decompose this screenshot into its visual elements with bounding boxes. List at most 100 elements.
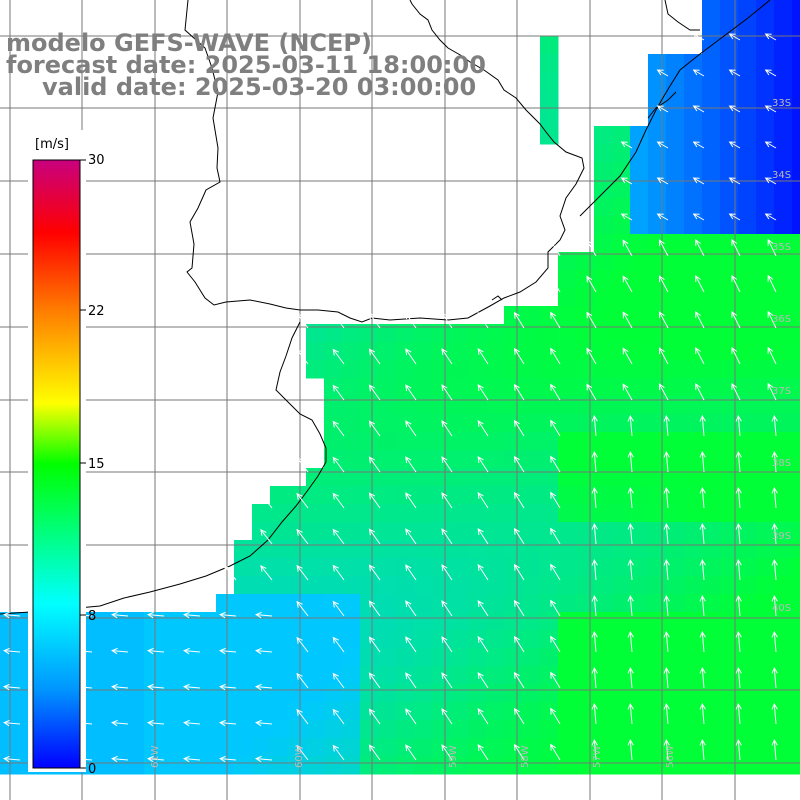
wind-speed-cell bbox=[414, 342, 433, 361]
wind-speed-cell bbox=[468, 756, 487, 775]
wind-speed-cell bbox=[522, 558, 541, 577]
wind-speed-cell bbox=[720, 450, 739, 469]
wind-speed-cell bbox=[738, 414, 757, 433]
wind-speed-cell bbox=[774, 360, 793, 379]
wind-speed-cell bbox=[432, 522, 451, 541]
wind-speed-cell bbox=[90, 684, 109, 703]
wind-speed-cell bbox=[432, 468, 451, 487]
wind-speed-cell bbox=[216, 684, 235, 703]
wind-arrow bbox=[441, 564, 453, 581]
wind-speed-cell bbox=[612, 252, 631, 271]
wind-speed-cell bbox=[720, 432, 739, 451]
wind-speed-cell bbox=[252, 594, 271, 613]
wind-speed-cell bbox=[450, 756, 469, 775]
wind-speed-cell bbox=[252, 504, 271, 523]
wind-speed-cell bbox=[774, 414, 793, 433]
wind-speed-cell bbox=[504, 558, 523, 577]
wind-speed-cell bbox=[792, 0, 800, 19]
wind-speed-cell bbox=[576, 450, 595, 469]
wind-arrow bbox=[622, 311, 633, 329]
wind-speed-cell bbox=[594, 738, 613, 757]
wind-speed-cell bbox=[738, 396, 757, 415]
wind-speed-cell bbox=[756, 36, 775, 55]
wind-speed-cell bbox=[144, 612, 163, 631]
wind-speed-cell bbox=[432, 486, 451, 505]
wind-arrow bbox=[591, 451, 598, 473]
wind-speed-cell bbox=[342, 594, 361, 613]
wind-speed-cell bbox=[144, 630, 163, 649]
colorbar-tick-22: 22 bbox=[88, 304, 105, 319]
lat-label-5: 37S bbox=[772, 386, 791, 397]
wind-speed-cell bbox=[378, 576, 397, 595]
wind-speed-cell bbox=[432, 378, 451, 397]
wind-arrow bbox=[111, 611, 129, 619]
wind-speed-cell bbox=[414, 738, 433, 757]
wind-speed-cell bbox=[432, 684, 451, 703]
wind-speed-cell bbox=[288, 612, 307, 631]
wind-speed-cell bbox=[432, 504, 451, 523]
wind-speed-cell bbox=[648, 612, 667, 631]
wind-speed-cell bbox=[738, 360, 757, 379]
wind-speed-cell bbox=[450, 720, 469, 739]
wind-speed-cell bbox=[594, 126, 613, 145]
wind-speed-cell bbox=[396, 396, 415, 415]
wind-arrow bbox=[513, 455, 525, 473]
wind-arrow bbox=[255, 683, 273, 691]
wind-speed-cell bbox=[756, 162, 775, 181]
wind-speed-cell bbox=[450, 738, 469, 757]
wind-speed-cell bbox=[540, 720, 559, 739]
wind-speed-cell bbox=[648, 72, 667, 91]
wind-speed-cell bbox=[756, 270, 775, 289]
wind-speed-cell bbox=[738, 342, 757, 361]
wind-speed-cell bbox=[630, 468, 649, 487]
wind-speed-cell bbox=[630, 702, 649, 721]
wind-arrow bbox=[591, 739, 598, 761]
wind-speed-cell bbox=[684, 558, 703, 577]
wind-speed-cell bbox=[558, 630, 577, 649]
wind-speed-cell bbox=[432, 558, 451, 577]
wind-speed-cell bbox=[774, 612, 793, 631]
wind-arrow bbox=[296, 312, 309, 329]
wind-speed-cell bbox=[432, 576, 451, 595]
wind-arrow bbox=[183, 755, 201, 763]
wind-speed-cell bbox=[648, 576, 667, 595]
colorbar-tick-8: 8 bbox=[88, 609, 96, 624]
map-title-valid-date: valid date: 2025-03-20 03:00:00 bbox=[42, 73, 477, 101]
wind-speed-cell bbox=[666, 396, 685, 415]
wind-speed-cell bbox=[576, 684, 595, 703]
wind-speed-cell bbox=[756, 738, 775, 757]
wind-speed-cell bbox=[126, 666, 145, 685]
wind-speed-cell bbox=[486, 648, 505, 667]
wind-speed-cell bbox=[504, 756, 523, 775]
wind-speed-cell bbox=[666, 90, 685, 109]
wind-speed-cell bbox=[540, 756, 559, 775]
wind-speed-cell bbox=[684, 612, 703, 631]
wind-speed-cell bbox=[720, 540, 739, 559]
wind-speed-cell bbox=[180, 702, 199, 721]
wind-speed-cell bbox=[738, 216, 757, 235]
wind-speed-cell bbox=[540, 108, 559, 127]
wind-speed-cell bbox=[0, 684, 19, 703]
wind-speed-cell bbox=[342, 486, 361, 505]
wind-speed-cell bbox=[306, 738, 325, 757]
wind-arrow bbox=[513, 635, 525, 653]
wind-speed-cell bbox=[270, 756, 289, 775]
wind-speed-cell bbox=[342, 414, 361, 433]
wind-speed-cell bbox=[216, 648, 235, 667]
wind-speed-cell bbox=[594, 342, 613, 361]
wind-speed-cell bbox=[522, 378, 541, 397]
wind-speed-cell bbox=[468, 738, 487, 757]
wind-speed-cell bbox=[342, 522, 361, 541]
wind-speed-cell bbox=[648, 108, 667, 127]
wind-speed-cell bbox=[612, 450, 631, 469]
wind-speed-cell bbox=[252, 576, 271, 595]
wind-speed-cell bbox=[594, 522, 613, 541]
wind-speed-cell bbox=[540, 432, 559, 451]
wind-arrow bbox=[332, 528, 345, 545]
wind-arrow bbox=[692, 105, 705, 113]
wind-arrow bbox=[663, 595, 670, 617]
wind-speed-cell bbox=[414, 594, 433, 613]
wind-speed-cell bbox=[450, 666, 469, 685]
wind-speed-cell bbox=[792, 54, 800, 73]
wind-speed-cell bbox=[702, 504, 721, 523]
